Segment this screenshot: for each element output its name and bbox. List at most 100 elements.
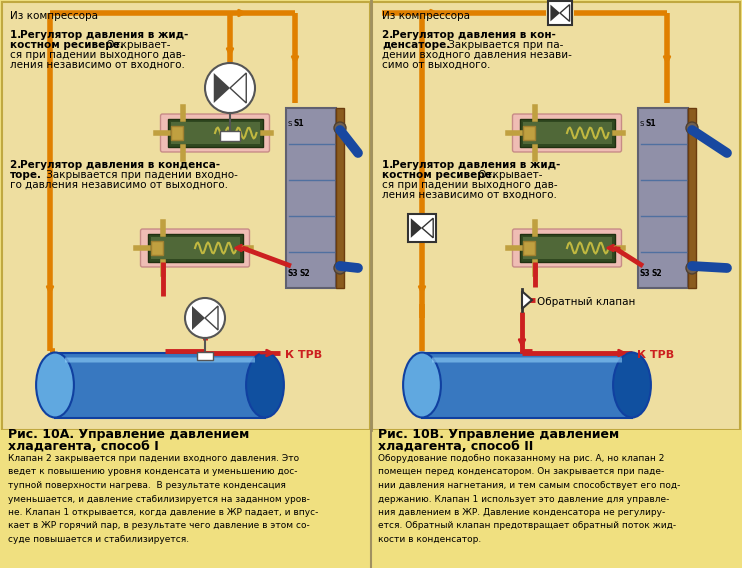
FancyBboxPatch shape [151, 241, 162, 255]
Text: S2: S2 [652, 269, 663, 278]
Text: не. Клапан 1 открывается, когда давление в ЖР падает, и впус-: не. Клапан 1 открывается, когда давление… [8, 508, 318, 517]
FancyBboxPatch shape [151, 237, 240, 259]
Polygon shape [214, 73, 230, 103]
Text: S1: S1 [646, 119, 657, 128]
FancyBboxPatch shape [522, 126, 534, 140]
Text: ся при падении выходного дав-: ся при падении выходного дав- [10, 50, 185, 60]
Text: хладагента, способ II: хладагента, способ II [378, 440, 533, 453]
Text: Рис. 10В. Управление давлением: Рис. 10В. Управление давлением [378, 428, 619, 441]
Ellipse shape [246, 353, 284, 417]
Circle shape [205, 63, 255, 113]
Text: Регулятор давления в жид-: Регулятор давления в жид- [20, 30, 188, 40]
Text: ния давлением в ЖР. Давление конденсатора не регулиру-: ния давлением в ЖР. Давление конденсатор… [378, 508, 666, 517]
Text: Регулятор давления в конденса-: Регулятор давления в конденса- [20, 160, 220, 170]
Polygon shape [192, 306, 205, 330]
Text: денсаторе.: денсаторе. [382, 40, 450, 50]
FancyBboxPatch shape [408, 214, 436, 242]
Text: 1.: 1. [10, 30, 28, 40]
FancyBboxPatch shape [55, 353, 265, 417]
Text: Регулятор давления в жид-: Регулятор давления в жид- [392, 160, 560, 170]
FancyBboxPatch shape [372, 2, 740, 430]
FancyBboxPatch shape [0, 430, 742, 568]
FancyBboxPatch shape [197, 352, 213, 360]
Text: ления независимо от входного.: ления независимо от входного. [10, 60, 185, 70]
Text: костном ресивере.: костном ресивере. [10, 40, 124, 50]
Text: S: S [288, 121, 292, 127]
Text: уменьшается, и давление стабилизируется на заданном уров-: уменьшается, и давление стабилизируется … [8, 495, 310, 503]
Text: Из компрессора: Из компрессора [382, 11, 470, 21]
Text: симо от выходного.: симо от выходного. [382, 60, 490, 70]
Text: Открывает-: Открывает- [103, 40, 171, 50]
Text: костном ресивере.: костном ресивере. [382, 170, 496, 180]
FancyBboxPatch shape [548, 1, 572, 25]
FancyBboxPatch shape [522, 241, 534, 255]
Text: нии давления нагнетания, и тем самым способствует его под-: нии давления нагнетания, и тем самым спо… [378, 481, 680, 490]
FancyBboxPatch shape [522, 237, 611, 259]
FancyBboxPatch shape [286, 108, 336, 288]
Circle shape [686, 262, 698, 274]
FancyBboxPatch shape [65, 357, 255, 362]
Text: S1: S1 [294, 119, 305, 128]
Circle shape [686, 122, 698, 134]
Text: ся при падении выходного дав-: ся при падении выходного дав- [382, 180, 558, 190]
FancyBboxPatch shape [432, 357, 622, 362]
Text: торе.: торе. [10, 170, 42, 180]
Text: S3: S3 [640, 269, 651, 278]
Text: 1.: 1. [382, 160, 401, 170]
Text: 2.: 2. [10, 160, 28, 170]
FancyBboxPatch shape [422, 353, 632, 417]
Text: Клапан 2 закрывается при падении входного давления. Это: Клапан 2 закрывается при падении входног… [8, 454, 299, 463]
Text: ведет к повышению уровня конденсата и уменьшению дос-: ведет к повышению уровня конденсата и ум… [8, 467, 298, 477]
FancyBboxPatch shape [2, 2, 370, 430]
Text: Рис. 10А. Управление давлением: Рис. 10А. Управление давлением [8, 428, 249, 441]
Text: хладагента, способ I: хладагента, способ I [8, 440, 159, 453]
Text: Обратный клапан: Обратный клапан [537, 297, 635, 307]
FancyBboxPatch shape [513, 229, 622, 267]
Text: ления независимо от входного.: ления независимо от входного. [382, 190, 557, 200]
FancyBboxPatch shape [638, 108, 688, 288]
Text: S2: S2 [300, 269, 311, 278]
FancyBboxPatch shape [148, 234, 243, 262]
Text: Закрывается при па-: Закрывается при па- [445, 40, 563, 50]
Text: 2.: 2. [382, 30, 401, 40]
Text: ется. Обратный клапан предотвращает обратный поток жид-: ется. Обратный клапан предотвращает обра… [378, 521, 676, 531]
Circle shape [334, 262, 346, 274]
Polygon shape [522, 291, 532, 309]
FancyBboxPatch shape [171, 126, 183, 140]
Ellipse shape [613, 353, 651, 417]
FancyBboxPatch shape [513, 114, 622, 152]
Text: кает в ЖР горячий пар, в результате чего давление в этом со-: кает в ЖР горячий пар, в результате чего… [8, 521, 309, 531]
Text: дении входного давления незави-: дении входного давления незави- [382, 50, 572, 60]
Ellipse shape [403, 353, 441, 417]
Text: Из компрессора: Из компрессора [10, 11, 98, 21]
Text: тупной поверхности нагрева.  В результате конденсация: тупной поверхности нагрева. В результате… [8, 481, 286, 490]
Ellipse shape [36, 353, 74, 417]
Text: го давления независимо от выходного.: го давления независимо от выходного. [10, 180, 228, 190]
FancyBboxPatch shape [519, 234, 614, 262]
Text: Закрывается при падении входно-: Закрывается при падении входно- [43, 170, 238, 180]
Text: Оборудование подобно показанному на рис. А, но клапан 2: Оборудование подобно показанному на рис.… [378, 454, 664, 463]
Polygon shape [551, 5, 560, 22]
Text: К ТРВ: К ТРВ [637, 350, 674, 360]
Text: S3: S3 [288, 269, 298, 278]
Text: Регулятор давления в кон-: Регулятор давления в кон- [392, 30, 556, 40]
FancyBboxPatch shape [688, 108, 696, 288]
FancyBboxPatch shape [171, 122, 260, 144]
FancyBboxPatch shape [160, 114, 269, 152]
Text: Открывает-: Открывает- [475, 170, 542, 180]
FancyBboxPatch shape [140, 229, 249, 267]
Circle shape [185, 298, 225, 338]
Text: помещен перед конденсатором. Он закрывается при паде-: помещен перед конденсатором. Он закрывае… [378, 467, 664, 477]
Polygon shape [411, 218, 422, 238]
Circle shape [334, 122, 346, 134]
FancyBboxPatch shape [522, 122, 611, 144]
Text: кости в конденсатор.: кости в конденсатор. [378, 535, 482, 544]
Text: держанию. Клапан 1 использует это давление для управле-: держанию. Клапан 1 использует это давлен… [378, 495, 669, 503]
FancyBboxPatch shape [168, 119, 263, 147]
FancyBboxPatch shape [220, 131, 240, 140]
FancyBboxPatch shape [519, 119, 614, 147]
Text: S: S [640, 121, 644, 127]
FancyBboxPatch shape [336, 108, 344, 288]
Text: суде повышается и стабилизируется.: суде повышается и стабилизируется. [8, 535, 189, 544]
Text: К ТРВ: К ТРВ [285, 350, 322, 360]
